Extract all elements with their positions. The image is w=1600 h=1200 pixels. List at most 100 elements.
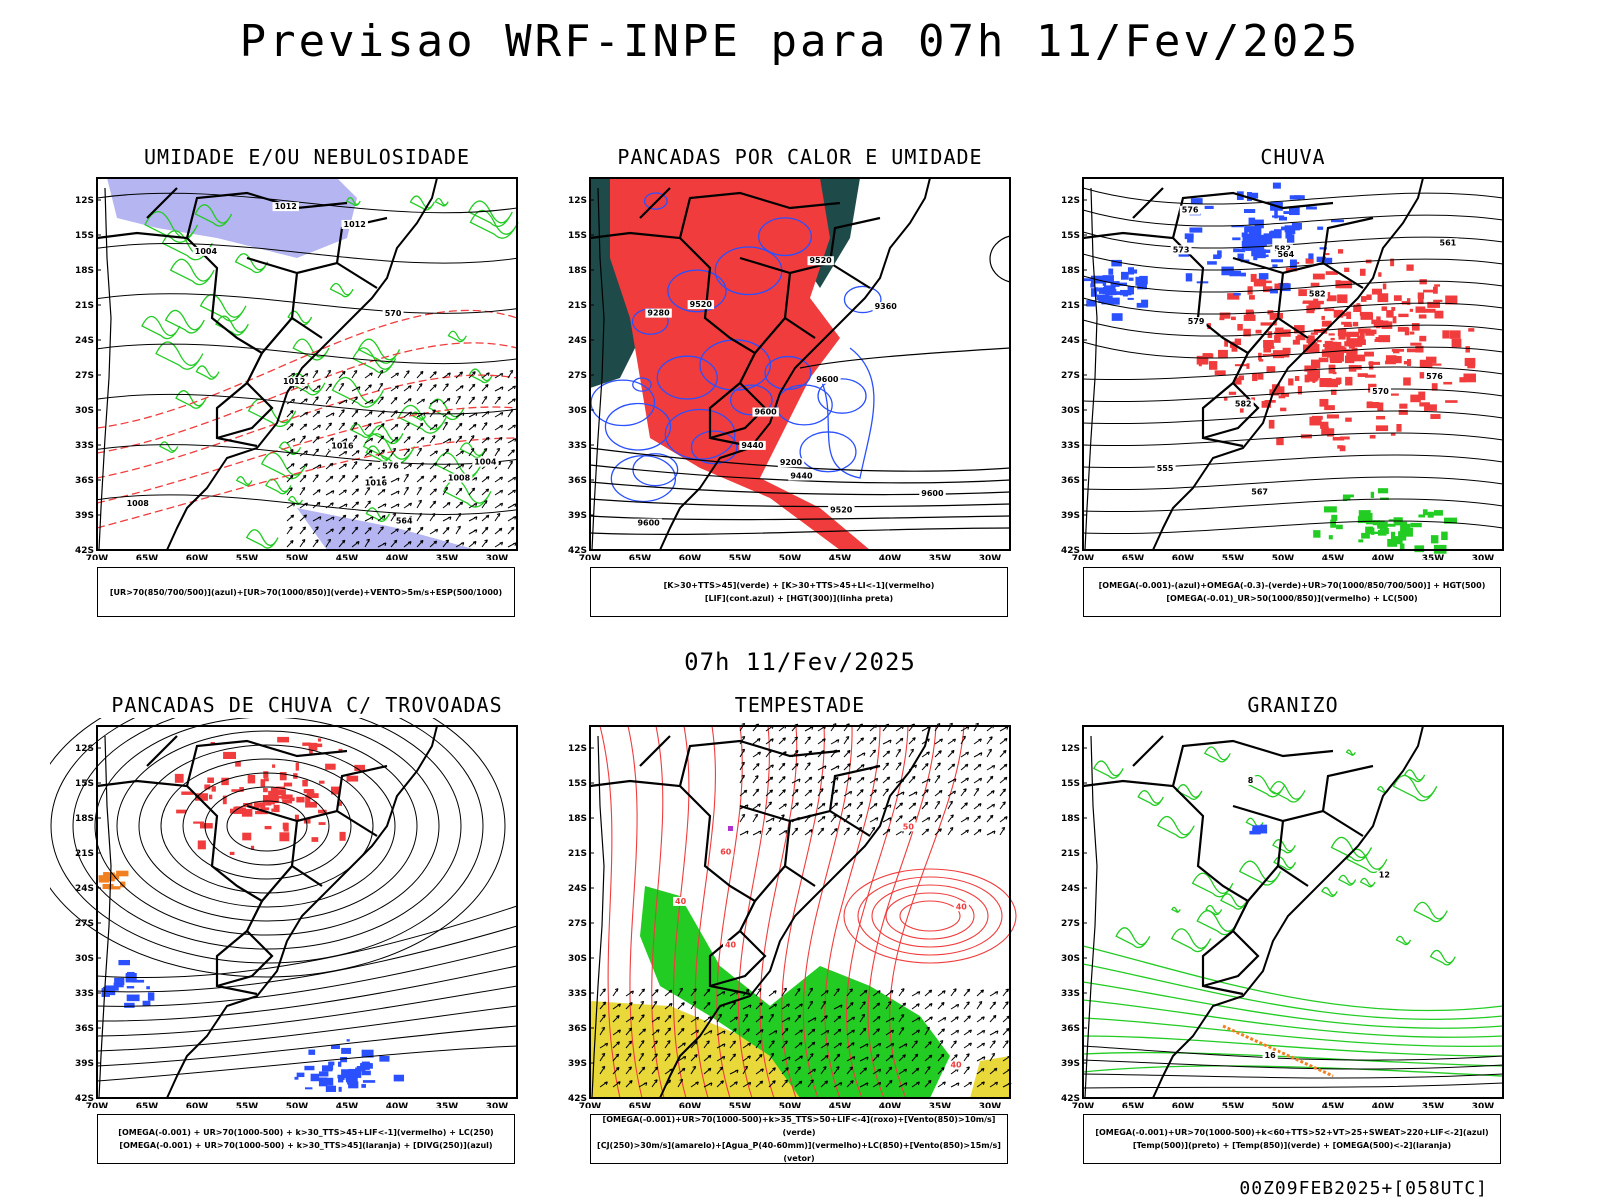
lat-tick-label: 39S [1061, 511, 1080, 521]
lat-tick-label: 21S [568, 849, 587, 859]
lat-tick-label: 27S [568, 919, 587, 929]
lon-tick-label: 60W [1172, 554, 1195, 560]
contour-label-bg [919, 488, 946, 498]
contour-label-bg [1154, 464, 1176, 474]
legend-line: [LIF](cont.azul) + [HGT(300)](linha pret… [704, 594, 894, 603]
lon-tick-label: 65W [136, 554, 159, 560]
lat-tick-label: 24S [568, 336, 587, 346]
panel-title: TEMPESTADE [734, 693, 866, 717]
lon-tick-label: 70W [86, 554, 109, 560]
contour-label: 9520 [830, 505, 853, 514]
lat-tick-label: 42S [1061, 1094, 1080, 1104]
lon-tick-label: 30W [979, 1102, 1002, 1108]
lat-tick-label: 33S [568, 989, 587, 999]
lat-tick-label: 12S [75, 744, 94, 754]
lat-tick-label: 12S [568, 196, 587, 206]
legend-line: [Temp(500)](preto) + [Temp(850)](verde) … [1132, 1141, 1452, 1150]
panel-title: CHUVA [1260, 145, 1326, 169]
contour-label: 576 [1426, 372, 1443, 381]
contour-label-bg [687, 300, 715, 310]
panel-title: PANCADAS POR CALOR E UMIDADE [617, 145, 983, 169]
contour-label: 9440 [790, 472, 813, 481]
contour-label-bg [739, 440, 766, 450]
lon-tick-label: 65W [629, 554, 652, 560]
lon-tick-label: 40W [879, 1102, 902, 1108]
legend-line: [OMEGA(-0.001)-(azul)+OMEGA(-0.3)-(verde… [1098, 581, 1486, 590]
contour-label: 9520 [690, 300, 713, 309]
coastline [166, 725, 438, 1099]
lat-tick-label: 42S [75, 1094, 94, 1104]
contour-label: 9600 [637, 519, 660, 528]
lon-tick-label: 50W [779, 554, 802, 560]
lat-tick-label: 39S [75, 511, 94, 521]
contour-label: 9600 [921, 489, 944, 498]
lon-tick-label: 45W [336, 1102, 359, 1108]
lon-tick-label: 35W [436, 1102, 459, 1108]
lon-tick-label: 45W [1322, 554, 1345, 560]
contour-label-bg [472, 457, 499, 467]
contour-label-bg [788, 471, 815, 481]
lifted-index-contours [590, 192, 882, 503]
lat-tick-label: 30S [75, 954, 94, 964]
lat-tick-label: 42S [568, 546, 587, 556]
map-frame [96, 725, 518, 1099]
contour-label: 1012 [344, 220, 366, 229]
lat-tick-label: 12S [1061, 744, 1080, 754]
map-chuva: 582 582 582 576 573 570 567 579 576 564 561 555 12S 1… [1061, 177, 1504, 560]
contour-label: 9200 [780, 458, 803, 467]
lat-tick-label: 21S [75, 301, 94, 311]
contour-label-bg [1245, 775, 1256, 785]
lat-tick-label: 21S [568, 301, 587, 311]
lon-tick-label: 35W [929, 554, 952, 560]
country-borders [589, 735, 881, 1099]
lon-tick-label: 40W [879, 554, 902, 560]
contour-label: 16 [1265, 1051, 1277, 1060]
contour-label: 573 [1173, 245, 1190, 254]
map-frame [589, 725, 1011, 1099]
country-borders [1082, 187, 1374, 551]
lat-tick-label: 42S [75, 546, 94, 556]
contour-label: 1004 [195, 247, 218, 256]
lon-tick-label: 45W [829, 554, 852, 560]
lat-tick-label: 24S [75, 884, 94, 894]
rain-area-blue-andes [1083, 259, 1149, 321]
wind-vectors [286, 369, 517, 548]
contour-label-bg [380, 461, 401, 471]
legend-box: [K>30+TTS>45](verde) + [K>30+TTS>45+LI<-… [590, 567, 1008, 617]
lat-tick-label: 36S [568, 1024, 587, 1034]
coastline [659, 177, 931, 551]
contour-label-bg [382, 308, 404, 318]
coastline [1152, 725, 1424, 1099]
lon-tick-label: 55W [729, 554, 752, 560]
lon-tick-label: 50W [1272, 1102, 1295, 1108]
lat-tick-label: 27S [75, 919, 94, 929]
coastline [659, 725, 931, 1099]
contour-label: 9360 [875, 302, 898, 311]
lon-tick-label: 60W [679, 1102, 702, 1108]
lat-tick-label: 15S [1061, 779, 1080, 789]
storm-area-orange [98, 870, 129, 890]
contour-label: 1004 [474, 458, 497, 467]
lon-tick-label: 55W [236, 1102, 259, 1108]
lat-tick-label: 42S [1061, 546, 1080, 556]
lon-tick-label: 30W [486, 554, 509, 560]
contour-label-bg [362, 478, 390, 488]
contour-label: 9600 [816, 375, 839, 384]
lat-tick-label: 18S [75, 266, 94, 276]
lat-tick-label: 15S [75, 231, 94, 241]
contour-label: 9280 [647, 309, 670, 318]
contour-label-bg [1275, 249, 1297, 259]
contour-label-bg [1170, 245, 1192, 255]
legend-line: [OMEGA(-0.001)+UR>70(1000-500)+k<60+TTS>… [1095, 1128, 1489, 1137]
lat-tick-label: 21S [75, 849, 94, 859]
lat-tick-label: 30S [568, 954, 587, 964]
lon-tick-label: 45W [336, 554, 359, 560]
contour-label-bg [645, 308, 672, 318]
lat-tick-label: 33S [75, 989, 94, 999]
contour-label: 576 [1182, 206, 1199, 215]
geopotential-contours [589, 235, 1011, 535]
forecast-time-label: 07h 11/Fev/2025 [684, 648, 916, 676]
lon-tick-label: 35W [436, 554, 459, 560]
contour-label: 8 [1248, 776, 1254, 785]
lat-tick-label: 18S [568, 266, 587, 276]
